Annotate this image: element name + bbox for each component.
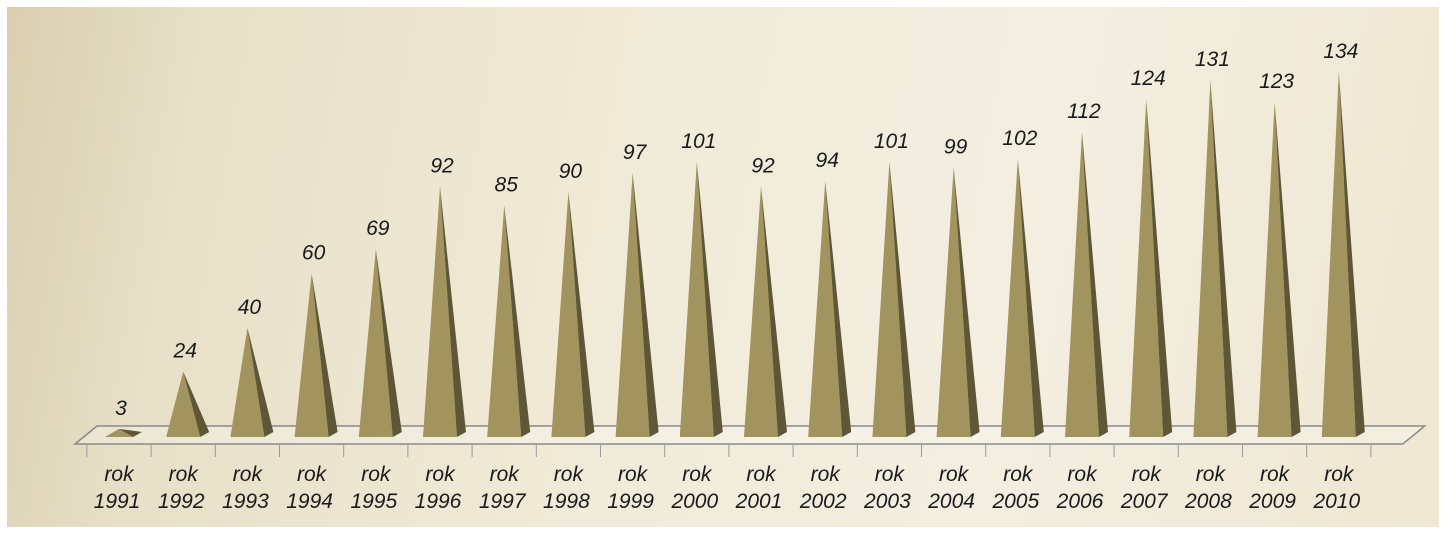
category-label: rok 1997: [479, 463, 527, 513]
data-label: 92: [430, 154, 454, 177]
bar-side-2001: [761, 186, 787, 437]
data-label: 102: [1002, 127, 1037, 150]
bar-2002: [808, 180, 843, 437]
bar-1997: [487, 205, 522, 437]
category-label: rok 2001: [735, 463, 783, 513]
bar-2004: [936, 167, 971, 437]
category-label: rok 2000: [670, 463, 718, 513]
bar-side-2006: [1082, 131, 1108, 437]
bar-side-2008: [1210, 80, 1237, 438]
bar-side-1995: [375, 249, 402, 437]
category-label: rok 1992: [158, 463, 205, 513]
bar-1994: [294, 273, 329, 437]
bar-side-1996: [440, 186, 466, 437]
data-label: 69: [366, 217, 390, 240]
bar-1999: [615, 172, 650, 438]
category-label: rok 1999: [607, 463, 654, 513]
bar-side-1998: [568, 191, 595, 437]
bar-side-2003: [889, 161, 916, 437]
data-label: 112: [1067, 100, 1101, 123]
data-label: 134: [1323, 40, 1358, 63]
bar-side-2005: [1017, 159, 1044, 437]
category-label: rok 2004: [927, 463, 975, 513]
data-label: 131: [1195, 48, 1230, 71]
data-label: 60: [302, 242, 326, 265]
category-label: rok 1998: [543, 463, 590, 513]
bar-side-2009: [1274, 101, 1301, 438]
data-label: 94: [816, 149, 839, 172]
category-label: rok 2010: [1312, 463, 1360, 513]
bar-side-1992: [183, 371, 210, 437]
data-label: 99: [944, 135, 968, 158]
data-label: 92: [751, 154, 775, 177]
bar-2006: [1065, 131, 1099, 437]
bar-1991: [105, 428, 133, 437]
category-label: rok 2002: [799, 463, 847, 513]
bar-side-1994: [311, 273, 338, 437]
bar-2007: [1129, 99, 1164, 438]
category-label: rok 1991: [94, 463, 141, 513]
bar-1996: [423, 186, 457, 437]
bar-side-2002: [825, 180, 852, 437]
bar-1993: [230, 328, 265, 437]
pyramid-bar-chart: 3 24 40 60 69 92 85 90 97 101 92 94 101 99 102 112 124 13…: [72, 40, 1427, 513]
bar-side-2010: [1338, 72, 1365, 437]
bar-1998: [551, 191, 586, 437]
bar-side-1991: [119, 428, 142, 437]
bar-2010: [1321, 72, 1356, 437]
category-label: rok 1994: [286, 463, 333, 513]
category-label: rok 1993: [222, 463, 269, 513]
bar-side-1993: [247, 328, 274, 437]
bar-2008: [1193, 80, 1228, 438]
bar-2009: [1257, 101, 1292, 438]
category-label: rok 2005: [991, 463, 1039, 513]
category-label: rok 1996: [415, 463, 462, 513]
bar-side-2000: [696, 161, 723, 437]
bar-side-1999: [632, 172, 659, 438]
bar-side-2007: [1146, 99, 1173, 438]
data-label: 124: [1131, 67, 1166, 90]
data-label: 90: [559, 160, 583, 183]
bar-2000: [679, 161, 714, 437]
data-label: 101: [681, 130, 716, 153]
category-label: rok 2007: [1120, 463, 1169, 513]
data-label: 123: [1259, 70, 1294, 93]
data-label: 24: [173, 340, 197, 363]
bar-1992: [166, 371, 201, 437]
category-label: rok 2009: [1248, 463, 1296, 513]
bar-1995: [358, 249, 393, 437]
chart-area: 3 24 40 60 69 92 85 90 97 101 92 94 101 99 102 112 124 13…: [7, 7, 1439, 527]
bar-side-1997: [504, 205, 531, 437]
data-label: 3: [115, 397, 127, 420]
bar-2001: [744, 186, 778, 437]
category-label: rok 2003: [863, 463, 911, 513]
category-label: rok 2006: [1056, 463, 1104, 513]
data-label: 101: [874, 130, 909, 153]
data-label: 97: [623, 141, 648, 164]
data-label: 40: [238, 296, 262, 319]
bar-2005: [1000, 159, 1035, 437]
category-label: rok 2008: [1184, 463, 1232, 513]
bar-side-2004: [953, 167, 980, 437]
category-label: rok 1995: [350, 463, 397, 513]
data-label: 85: [495, 173, 519, 196]
bar-2003: [872, 161, 907, 437]
